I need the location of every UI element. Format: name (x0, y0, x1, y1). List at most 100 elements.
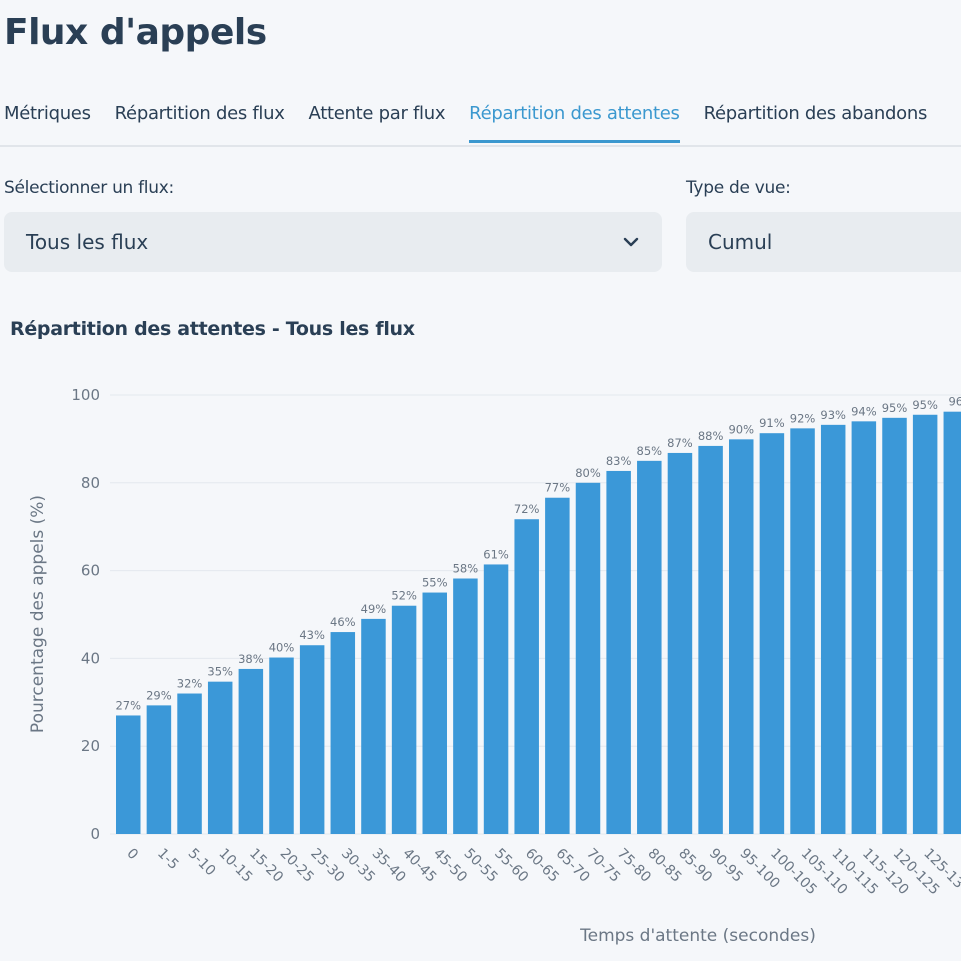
x-tick-label: 10-15 (215, 846, 255, 886)
bar (667, 452, 693, 834)
x-tick-label: 15-20 (246, 846, 286, 886)
x-tick-label: 90-95 (706, 846, 746, 886)
x-tick-label: 20-25 (277, 846, 317, 886)
bar-data-label: 29% (146, 688, 172, 702)
bar-data-label: 46% (330, 615, 356, 629)
bar-data-label: 94% (851, 404, 877, 418)
y-tick-label: 80 (81, 474, 100, 492)
view-select-label: Type de vue: (686, 178, 791, 198)
bar-data-label: 58% (453, 562, 479, 576)
y-tick-label: 100 (71, 386, 100, 404)
bar-data-label: 88% (698, 429, 724, 443)
y-axis-title: Pourcentage des appels (%) (28, 495, 48, 733)
bar-data-label: 49% (361, 602, 387, 616)
x-tick-label: 35-40 (369, 846, 409, 886)
y-tick-label: 60 (81, 562, 100, 580)
bar-data-label: 38% (238, 652, 264, 666)
bar (269, 657, 294, 834)
bar-data-label: 55% (422, 576, 448, 590)
bar-data-label: 91% (759, 416, 785, 430)
bar (729, 439, 754, 834)
tab-metriques[interactable]: Métriques (4, 103, 91, 124)
view-select-value: Cumul (708, 230, 773, 254)
x-tick-label: 50-55 (461, 846, 501, 886)
bar-data-label: 93% (820, 408, 846, 422)
y-tick-label: 40 (81, 649, 100, 667)
bar-data-label: 95% (912, 398, 938, 412)
tab-repartition-attentes[interactable]: Répartition des attentes (469, 95, 680, 143)
page-title: Flux d'appels (4, 12, 267, 53)
bar (514, 519, 539, 834)
x-tick-label: 80-85 (644, 846, 684, 886)
bar-data-label: 90% (728, 422, 754, 436)
bar (790, 428, 815, 834)
bar-data-label: 40% (269, 641, 295, 655)
x-tick-label: 5-10 (185, 846, 219, 880)
x-tick-label: 25-30 (307, 846, 347, 886)
x-tick-label: 45-50 (430, 846, 470, 886)
bar (606, 470, 631, 834)
y-tick-label: 0 (90, 825, 100, 843)
bar-data-label: 72% (514, 502, 540, 516)
chart-title: Répartition des attentes - Tous les flux (10, 318, 415, 340)
bar (698, 445, 723, 834)
tab-repartition-flux[interactable]: Répartition des flux (114, 103, 285, 124)
bar (422, 592, 447, 834)
bar (820, 424, 846, 834)
flux-select-label: Sélectionner un flux: (4, 178, 174, 198)
x-axis-title: Temps d'attente (secondes) (579, 926, 816, 946)
tab-repartition-abandons[interactable]: Répartition des abandons (703, 103, 928, 124)
bar-data-label: 61% (483, 547, 509, 561)
bar (483, 564, 509, 834)
bar-data-label: 96 (948, 395, 961, 409)
flux-select[interactable]: Tous les flux (4, 212, 662, 272)
bar-data-label: 85% (637, 444, 663, 458)
bar-data-label: 35% (207, 665, 233, 679)
bar-data-label: 52% (391, 589, 417, 603)
x-tick-label: 85-90 (675, 846, 715, 886)
x-tick-label: 40-45 (399, 846, 439, 886)
bar (361, 618, 386, 834)
y-tick-label: 20 (81, 737, 100, 755)
bar (391, 605, 417, 834)
bar-data-label: 27% (115, 698, 141, 712)
x-tick-label: 30-35 (338, 846, 378, 886)
bar (851, 421, 877, 834)
x-tick-label: 55-60 (491, 846, 531, 886)
bar (207, 681, 233, 834)
bar (453, 578, 478, 834)
bar-data-label: 95% (882, 401, 908, 415)
chevron-down-icon (622, 233, 640, 251)
bar-data-label: 77% (545, 481, 571, 495)
bar-data-label: 87% (667, 436, 693, 450)
bar (177, 693, 202, 834)
bar (943, 411, 961, 834)
bar (637, 460, 662, 834)
bar (545, 497, 570, 834)
bar-data-label: 83% (606, 454, 632, 468)
bar-data-label: 92% (790, 411, 816, 425)
bar (575, 482, 601, 834)
x-tick-label: 60-65 (522, 846, 562, 886)
bar (330, 632, 356, 834)
x-tick-label: 1-5 (154, 846, 181, 873)
bar-data-label: 43% (299, 628, 325, 642)
bar (299, 645, 325, 834)
bar (882, 417, 907, 834)
wait-distribution-chart: 0 20 40 60 80 100 27% 0 29% 1-5 32% 5-10 35% 10-15 38%… (28, 386, 961, 946)
bar-data-label: 32% (177, 677, 203, 691)
bar (146, 705, 172, 834)
x-tick-label: 65-70 (553, 846, 593, 886)
bar (116, 715, 141, 834)
x-tick-label: 75-80 (614, 846, 654, 886)
bar-data-label: 80% (575, 466, 601, 480)
flux-select-value: Tous les flux (26, 230, 149, 254)
bar (912, 414, 938, 834)
x-tick-label: 0 (123, 846, 141, 864)
tab-attente-par-flux[interactable]: Attente par flux (308, 103, 446, 124)
tab-bar: Métriques Répartition des flux Attente p… (0, 95, 961, 147)
x-tick-label: 70-75 (583, 846, 623, 886)
bar (238, 668, 264, 834)
view-select[interactable]: Cumul (686, 212, 961, 272)
bar (759, 433, 785, 834)
